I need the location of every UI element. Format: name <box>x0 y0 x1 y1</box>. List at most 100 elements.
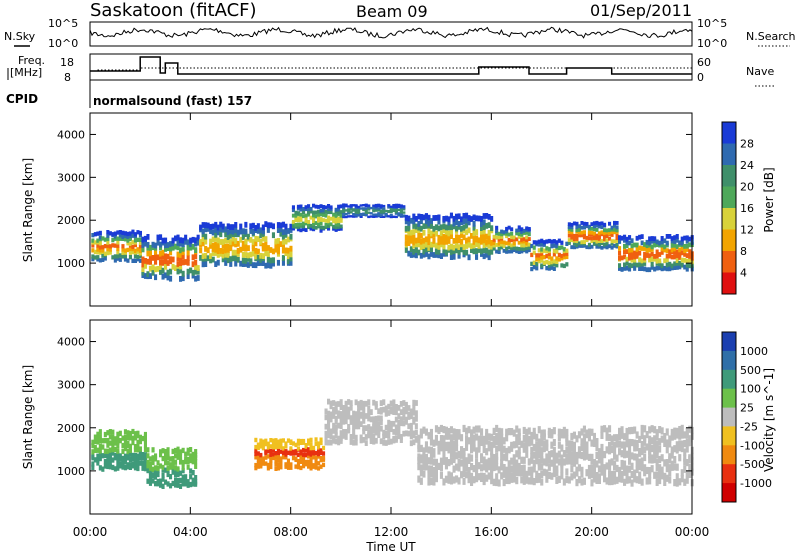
echo-cell <box>148 480 152 486</box>
echo-cell <box>229 261 233 267</box>
echo-cell <box>665 474 669 482</box>
echo-cell <box>364 207 368 210</box>
echo-cell <box>505 241 509 246</box>
echo-cell <box>314 204 318 209</box>
range-tick-label: 1000 <box>57 257 85 270</box>
echo-cell <box>572 245 576 250</box>
echo-cell <box>414 227 418 233</box>
echo-cell <box>204 238 208 245</box>
echo-cell <box>535 457 539 465</box>
echo-cell <box>670 247 674 253</box>
echo-cell <box>502 437 506 445</box>
echo-cell <box>495 433 499 441</box>
echo-cell <box>148 476 152 482</box>
echo-cell <box>384 405 388 412</box>
echo-cell <box>159 449 163 455</box>
echo-cell <box>357 208 361 211</box>
echo-cell <box>618 466 622 475</box>
echo-cell <box>570 222 574 227</box>
echo-cell <box>108 447 112 453</box>
echo-cell <box>204 222 208 228</box>
echo-cell <box>317 445 321 450</box>
echo-cell <box>181 468 185 474</box>
echo-cell <box>166 274 170 281</box>
echo-cell <box>146 250 150 257</box>
echo-cell <box>377 209 381 212</box>
echo-cell <box>522 426 526 435</box>
echo-cell <box>597 242 601 247</box>
echo-cell <box>535 253 539 258</box>
echo-cell <box>211 223 215 230</box>
echo-cell <box>482 219 486 226</box>
echo-cell <box>675 244 679 249</box>
echo-cell <box>314 210 318 215</box>
echo-cell <box>582 243 586 248</box>
echo-cell <box>545 459 549 467</box>
echo-cell <box>542 440 546 448</box>
echo-cell <box>201 222 205 228</box>
echo-cell <box>512 460 516 468</box>
echo-cell <box>457 224 461 230</box>
echo-cell <box>196 234 200 241</box>
echo-cell <box>515 477 519 485</box>
echo-cell <box>665 240 669 246</box>
echo-cell <box>141 435 145 442</box>
echo-cell <box>507 466 511 474</box>
echo-cell <box>660 242 664 248</box>
echo-cell <box>615 243 619 247</box>
echo-cell <box>143 442 147 448</box>
echo-cell <box>688 425 692 433</box>
echo-cell <box>655 451 659 459</box>
echo-cell <box>409 433 413 440</box>
echo-cell <box>407 405 411 411</box>
echo-cell <box>595 460 599 468</box>
echo-cell <box>159 482 163 488</box>
echo-cell <box>324 430 328 437</box>
echo-cell <box>194 268 198 275</box>
echo-cell <box>610 445 614 454</box>
echo-cell <box>597 224 601 229</box>
echo-cell <box>106 236 110 242</box>
echo-cell <box>447 224 451 231</box>
echo-cell <box>688 263 692 269</box>
echo-cell <box>126 234 130 239</box>
echo-cell <box>560 256 564 261</box>
echo-cell <box>507 225 511 230</box>
echo-cell <box>643 261 647 266</box>
echo-cell <box>294 210 298 215</box>
echo-cell <box>322 213 326 217</box>
echo-cell <box>138 233 142 238</box>
echo-cell <box>635 453 639 461</box>
echo-cell <box>522 442 526 450</box>
echo-cell <box>291 208 295 213</box>
echo-cell <box>575 239 579 243</box>
echo-cell <box>552 262 556 267</box>
echo-cell <box>404 416 408 423</box>
echo-cell <box>204 261 208 267</box>
echo-cell <box>605 228 609 233</box>
echo-cell <box>113 243 117 248</box>
echo-cell <box>241 240 245 247</box>
echo-cell <box>244 221 248 228</box>
echo-cell <box>670 460 674 468</box>
echo-cell <box>683 478 687 486</box>
echo-cell <box>294 464 298 469</box>
echo-cell <box>510 231 514 236</box>
noise-panel: N.Sky 10^5 10^0 10^5 10^0 N.Search <box>4 17 796 50</box>
echo-cell <box>567 238 571 242</box>
echo-cell <box>291 213 295 218</box>
echo-cell <box>615 234 619 238</box>
echo-cell <box>216 229 220 236</box>
echo-cell <box>164 460 168 466</box>
echo-cell <box>359 215 363 218</box>
echo-cell <box>500 446 504 455</box>
echo-cell <box>603 475 607 483</box>
echo-cell <box>587 464 591 473</box>
echo-cell <box>377 214 381 217</box>
echo-cell <box>680 431 684 439</box>
echo-cell <box>424 251 428 257</box>
echo-cell <box>382 207 386 210</box>
echo-cell <box>254 451 258 457</box>
echo-cell <box>597 473 601 481</box>
echo-cell <box>618 255 622 261</box>
